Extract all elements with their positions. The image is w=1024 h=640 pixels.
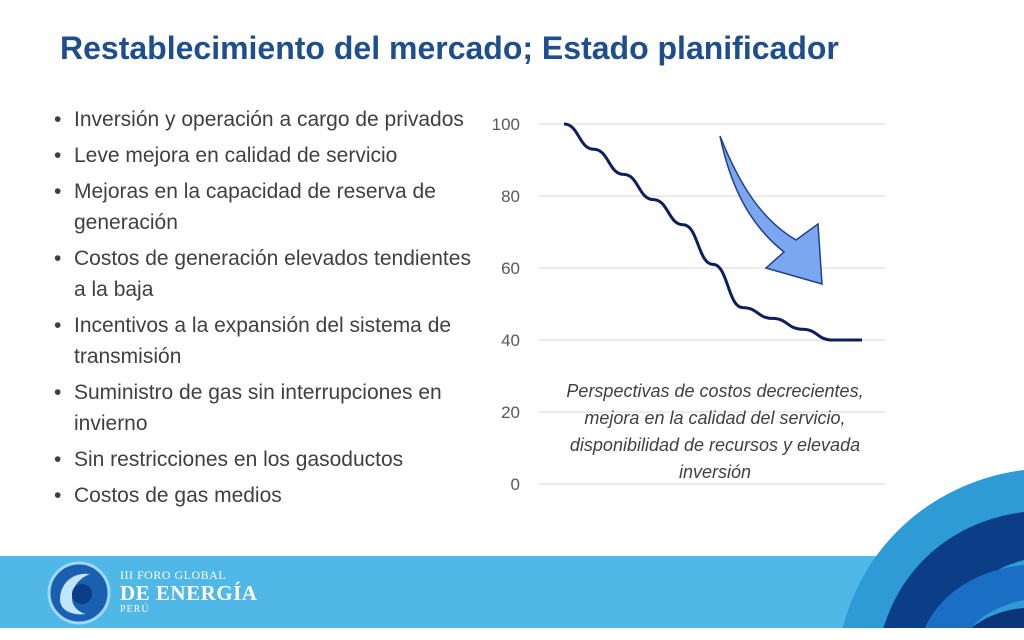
y-tick-label: 80	[501, 187, 520, 206]
bullet-item: Suministro de gas sin interrupciones en …	[52, 377, 472, 439]
swoosh-dark	[880, 512, 1024, 640]
bullet-item: Leve mejora en calidad de servicio	[52, 140, 472, 171]
y-tick-label: 0	[511, 475, 520, 494]
globe-ring-logo-icon	[46, 560, 112, 626]
bullet-item: Costos de gas medios	[52, 480, 472, 511]
bullet-list: Inversión y operación a cargo de privado…	[52, 104, 472, 516]
bullet-item: Sin restricciones en los gasoductos	[52, 444, 472, 475]
bullet-item: Mejoras en la capacidad de reserva de ge…	[52, 176, 472, 238]
bullet-item: Inversión y operación a cargo de privado…	[52, 104, 472, 135]
y-tick-label: 60	[501, 259, 520, 278]
bullet-item: Incentivos a la expansión del sistema de…	[52, 310, 472, 372]
brand-line-2: DE ENERGÍA	[120, 581, 258, 605]
brand-line-1: III FORO GLOBAL	[120, 568, 227, 582]
y-tick-label: 100	[492, 115, 520, 134]
footer-bottom-strip	[0, 628, 1024, 640]
down-arrow-icon	[719, 135, 823, 286]
event-brand: III FORO GLOBAL DE ENERGÍA PERÚ	[120, 568, 257, 616]
series-line	[563, 122, 862, 342]
brand-line-3: PERÚ	[120, 604, 150, 615]
bullet-item: Costos de generación elevados tendientes…	[52, 243, 472, 305]
cost-trend-chart: 0 20 40 60 80 100	[492, 115, 886, 494]
swoosh-mid	[920, 565, 1024, 640]
slide-title: Restablecimiento del mercado; Estado pla…	[60, 30, 839, 66]
chart-annotation: Perspectivas de costos decrecientes, mej…	[566, 381, 864, 482]
y-tick-label: 20	[501, 403, 520, 422]
y-tick-label: 40	[501, 331, 520, 350]
